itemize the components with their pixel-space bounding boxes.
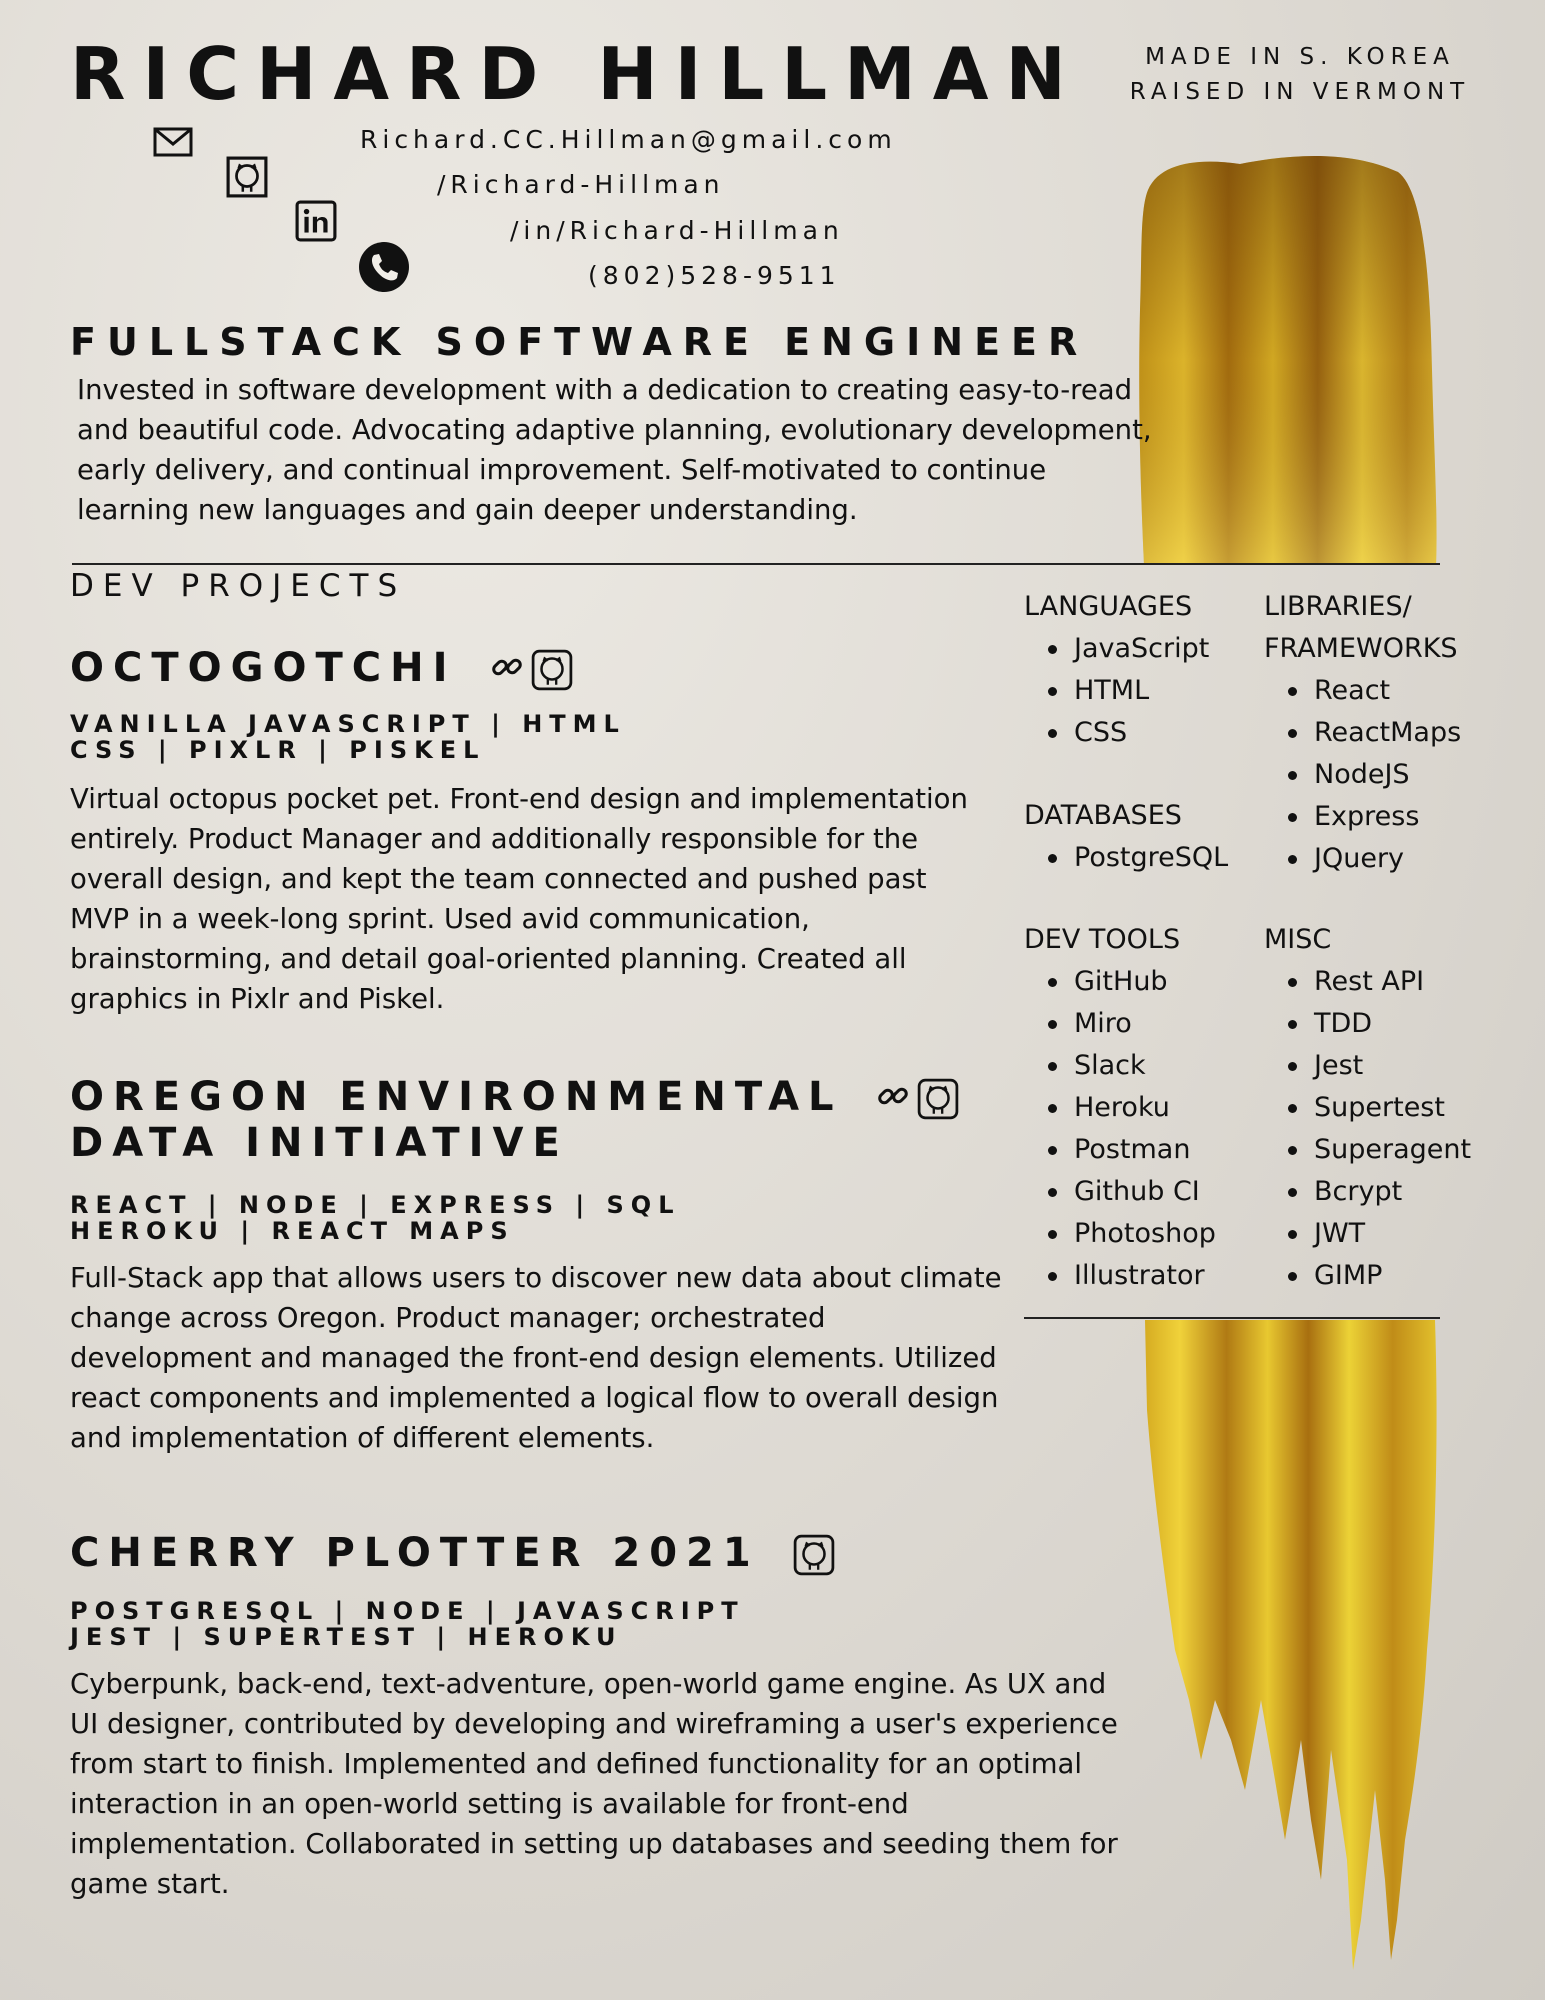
project-title: OCTOGOTCHI	[70, 645, 990, 691]
skill-item: HTML	[1048, 670, 1254, 712]
role-title: FULLSTACK SOFTWARE ENGINEER	[70, 320, 1089, 364]
project-description: Cyberpunk, back-end, text-adventure, ope…	[70, 1668, 1118, 1900]
skill-item: Slack	[1048, 1045, 1254, 1087]
linkedin-icon[interactable]	[295, 200, 337, 242]
project-title: OREGON ENVIRONMENTAL DATA INITIATIVE	[70, 1074, 1010, 1166]
project-oregon-environmental: OREGON ENVIRONMENTAL DATA INITIATIVE REA…	[70, 1074, 1010, 1458]
skill-item: Jest	[1288, 1045, 1494, 1087]
tech-stack-line: REACT | NODE | EXPRESS | SQL	[70, 1191, 681, 1219]
phone-icon	[359, 242, 409, 292]
project-cherry-plotter: CHERRY PLOTTER 2021 POSTGRESQL | NODE | …	[70, 1530, 1130, 1904]
skill-item: Superagent	[1288, 1129, 1494, 1171]
phone-number: (802)528-9511	[588, 261, 841, 290]
tech-stack-line: JEST | SUPERTEST | HEROKU	[70, 1623, 623, 1651]
section-divider	[72, 563, 1440, 565]
link-icon[interactable]	[489, 649, 525, 685]
skill-item: React	[1288, 670, 1494, 712]
tech-stack-line: HEROKU | REACT MAPS	[70, 1217, 515, 1245]
skill-item: PostgreSQL	[1048, 837, 1254, 879]
origin-line-vermont: RAISED IN VERMONT	[1129, 79, 1471, 105]
skill-item: Illustrator	[1048, 1255, 1254, 1297]
skill-item: Postman	[1048, 1129, 1254, 1171]
skill-item: Express	[1288, 796, 1494, 838]
skills-languages: LANGUAGES JavaScript HTML CSS	[1024, 586, 1254, 754]
github-icon[interactable]	[917, 1078, 959, 1120]
skills-divider	[1024, 1317, 1440, 1319]
tech-stack-line: VANILLA JAVASCRIPT | HTML	[70, 710, 626, 738]
skill-list: GitHub Miro Slack Heroku Postman Github …	[1024, 961, 1254, 1297]
link-icon[interactable]	[875, 1078, 911, 1114]
mail-icon	[153, 127, 193, 157]
project-octogotchi: OCTOGOTCHI VANILLA JAVASCRIPT | HTML CSS…	[70, 645, 990, 1019]
github-link[interactable]: /Richard-Hillman	[437, 170, 725, 199]
skill-item: JWT	[1288, 1213, 1494, 1255]
origin-note: MADE IN S. KOREA RAISED IN VERMONT	[1100, 40, 1500, 110]
skill-item: Github CI	[1048, 1171, 1254, 1213]
github-icon[interactable]	[793, 1534, 835, 1576]
skill-heading: DEV TOOLS	[1024, 924, 1181, 955]
candidate-name: RICHARD HILLMAN	[70, 32, 1083, 116]
skill-list: Rest API TDD Jest Supertest Superagent B…	[1264, 961, 1494, 1297]
skills-misc: MISC Rest API TDD Jest Supertest Superag…	[1264, 919, 1494, 1297]
tech-stack-line: CSS | PIXLR | PISKEL	[70, 736, 486, 764]
github-icon[interactable]	[226, 156, 268, 198]
skill-item: ReactMaps	[1288, 712, 1494, 754]
skill-heading: MISC	[1264, 924, 1332, 955]
skill-item: Bcrypt	[1288, 1171, 1494, 1213]
skill-heading: DATABASES	[1024, 800, 1182, 831]
summary-text: Invested in software development with a …	[77, 374, 1152, 526]
skill-item: Supertest	[1288, 1087, 1494, 1129]
project-description: Full-Stack app that allows users to disc…	[70, 1262, 1002, 1454]
skill-item: GitHub	[1048, 961, 1254, 1003]
skill-item: NodeJS	[1288, 754, 1494, 796]
project-title: CHERRY PLOTTER 2021	[70, 1530, 1130, 1576]
skill-heading: FRAMEWORKS	[1264, 633, 1458, 664]
gold-paint-stroke-bottom	[1145, 1320, 1437, 1970]
skill-list: React ReactMaps NodeJS Express JQuery	[1264, 670, 1494, 880]
project-title-text: OCTOGOTCHI	[70, 645, 457, 691]
skill-item: GIMP	[1288, 1255, 1494, 1297]
skill-item: JavaScript	[1048, 628, 1254, 670]
skills-databases: DATABASES PostgreSQL	[1024, 795, 1254, 879]
project-description: Virtual octopus pocket pet. Front-end de…	[70, 783, 968, 1015]
skills-libraries: LIBRARIES/ FRAMEWORKS React ReactMaps No…	[1264, 586, 1494, 880]
project-title-text: DATA INITIATIVE	[70, 1120, 569, 1166]
skill-heading: LIBRARIES/	[1264, 591, 1412, 622]
skills-dev-tools: DEV TOOLS GitHub Miro Slack Heroku Postm…	[1024, 919, 1254, 1297]
origin-line-korea: MADE IN S. KOREA	[1145, 44, 1455, 70]
skill-list: PostgreSQL	[1024, 837, 1254, 879]
linkedin-link[interactable]: /in/Richard-Hillman	[510, 216, 844, 245]
skill-list: JavaScript HTML CSS	[1024, 628, 1254, 754]
skill-item: Heroku	[1048, 1087, 1254, 1129]
project-title-text: CHERRY PLOTTER 2021	[70, 1530, 760, 1576]
skill-item: Rest API	[1288, 961, 1494, 1003]
skill-item: CSS	[1048, 712, 1254, 754]
skill-heading: LANGUAGES	[1024, 591, 1193, 622]
gold-paint-stroke-top	[1139, 155, 1437, 565]
tech-stack-line: POSTGRESQL | NODE | JAVASCRIPT	[70, 1597, 745, 1625]
skill-item: Miro	[1048, 1003, 1254, 1045]
skill-item: Photoshop	[1048, 1213, 1254, 1255]
github-icon[interactable]	[531, 649, 573, 691]
skill-item: JQuery	[1288, 838, 1494, 880]
skill-item: TDD	[1288, 1003, 1494, 1045]
projects-heading: DEV PROJECTS	[70, 568, 407, 604]
project-title-text: OREGON ENVIRONMENTAL	[70, 1074, 843, 1120]
email-link[interactable]: Richard.CC.Hillman@gmail.com	[360, 125, 897, 154]
